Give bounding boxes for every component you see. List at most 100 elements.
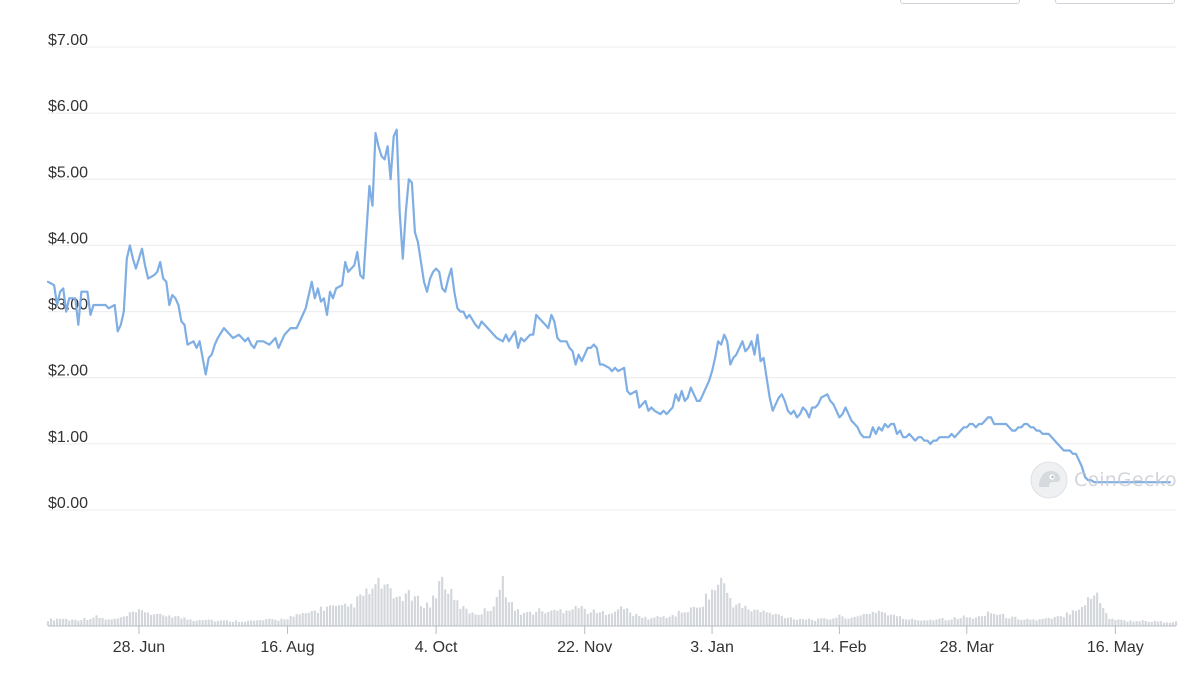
x-axis: 28. Jun 16. Aug 4. Oct 22. Nov 3. Jan 14. Feb… — [113, 626, 1144, 656]
volume-bar — [704, 593, 708, 626]
volume-bar — [344, 603, 347, 626]
x-tick-label: 28. Mar — [940, 639, 995, 656]
volume-bar — [1144, 620, 1147, 626]
volume-bar — [695, 607, 698, 626]
volume-bar — [65, 618, 68, 626]
volume-bar — [56, 618, 59, 626]
volume-bar — [295, 614, 298, 626]
volume-bar — [750, 611, 753, 626]
volume-bar — [601, 610, 604, 626]
volume-bar — [474, 614, 477, 626]
volume-bar — [850, 617, 853, 626]
volume-bar — [523, 612, 526, 626]
volume-bar — [504, 597, 507, 626]
volume-bar — [162, 615, 165, 626]
volume-bar — [883, 612, 886, 626]
volume-bar — [950, 619, 953, 626]
volume-bar — [562, 613, 565, 626]
volume-bar — [80, 620, 83, 626]
volume-bar — [234, 620, 238, 626]
price-line — [46, 128, 1172, 484]
volume-bar — [444, 589, 447, 626]
range-button-left[interactable] — [900, 0, 1020, 4]
volume-bar — [153, 614, 156, 626]
volume-bar — [817, 618, 820, 626]
volume-bar — [586, 613, 589, 626]
volume-bar — [171, 617, 174, 626]
volume-bar — [662, 616, 665, 626]
volume-bar — [777, 614, 780, 626]
volume-bar — [1108, 619, 1111, 626]
volume-bar — [1141, 620, 1144, 626]
volume-bar — [889, 614, 893, 626]
volume-bar — [1032, 619, 1035, 626]
volume-bar — [46, 621, 50, 626]
volume-bar — [671, 614, 674, 626]
volume-bar — [1080, 606, 1084, 626]
volume-bar — [507, 602, 510, 626]
x-tick-label: 22. Nov — [557, 639, 612, 656]
volume-bar — [256, 620, 259, 626]
volume-bar — [977, 616, 980, 626]
volume-bar — [335, 606, 338, 626]
volume-bar — [192, 620, 195, 626]
volume-bar — [338, 605, 341, 626]
volume-bar — [1132, 621, 1135, 626]
volume-bar — [993, 613, 996, 626]
volume-bar — [941, 617, 944, 626]
price-series — [46, 128, 1172, 484]
volume-bar — [986, 611, 990, 626]
volume-bar — [1156, 621, 1159, 626]
x-tick-label: 28. Jun — [113, 639, 165, 656]
volume-bar — [380, 588, 383, 626]
volume-bar — [871, 611, 874, 626]
volume-bar — [874, 612, 877, 626]
volume-bar — [771, 614, 774, 626]
volume-bar — [886, 615, 889, 626]
volume-bar — [899, 616, 902, 626]
volume-bar — [1023, 619, 1026, 626]
volume-bar — [547, 611, 550, 626]
volume-bar — [535, 611, 538, 626]
volume-bar — [86, 620, 89, 626]
volume-bar — [610, 613, 614, 626]
volume-bar — [1041, 619, 1044, 626]
volume-bar — [1147, 621, 1150, 626]
volume-bar — [316, 612, 319, 626]
volume-bar — [868, 614, 871, 626]
volume-bar — [277, 620, 280, 626]
volume-bar — [180, 618, 183, 626]
volume-bar — [659, 617, 662, 626]
volume-bar — [241, 621, 244, 626]
volume-bar — [741, 607, 744, 626]
volume-bar — [720, 577, 723, 626]
volume-bar — [392, 598, 395, 626]
y-tick-label: $6.00 — [48, 98, 88, 115]
volume-bar — [926, 620, 929, 626]
volume-bar — [1105, 613, 1108, 626]
volume-bar — [598, 612, 601, 626]
volume-bar — [717, 584, 720, 626]
volume-bar — [71, 619, 74, 626]
volume-bar — [792, 619, 795, 626]
volume-bar — [1165, 622, 1168, 626]
volume-bar — [620, 606, 623, 626]
volume-bar — [222, 620, 225, 626]
volume-bar — [462, 606, 465, 626]
volume-bar — [413, 596, 416, 626]
volume-bar — [1096, 592, 1099, 626]
range-button-right[interactable] — [1055, 0, 1175, 4]
volume-bar — [589, 612, 592, 626]
volume-bar — [613, 611, 617, 626]
volume-bar — [1044, 618, 1047, 626]
x-tick-label: 16. May — [1087, 639, 1144, 656]
volume-bar — [999, 614, 1002, 626]
volume-bar — [714, 590, 717, 626]
coingecko-watermark: CoinGecko — [1030, 460, 1177, 500]
volume-bar — [1074, 611, 1077, 626]
volume-bar — [422, 608, 426, 626]
volume-bar — [902, 618, 905, 626]
volume-bar — [629, 612, 632, 626]
volume-bar — [735, 604, 738, 626]
volume-bar — [914, 619, 917, 626]
